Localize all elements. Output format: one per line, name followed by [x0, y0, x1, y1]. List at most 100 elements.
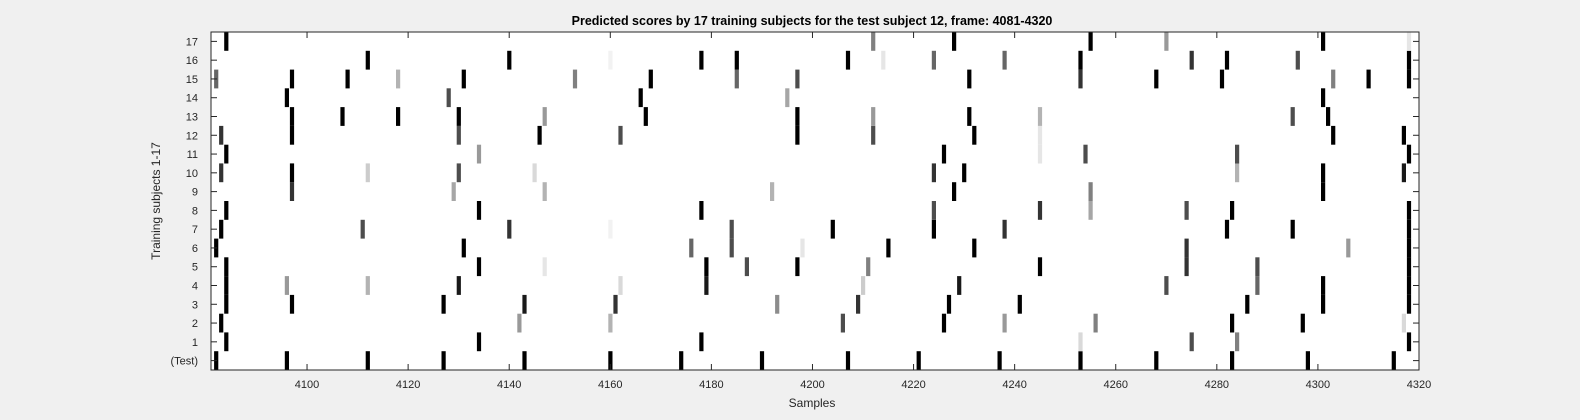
- heatmap-cell: [542, 257, 547, 277]
- heatmap-cell: [1321, 294, 1326, 314]
- heatmap-cell: [451, 182, 456, 201]
- heatmap-cell: [476, 257, 482, 277]
- heatmap-cell: [931, 201, 936, 220]
- y-tick-label: 2: [192, 318, 198, 330]
- heatmap-cell: [1230, 201, 1235, 220]
- heatmap-cell: [1235, 332, 1240, 352]
- y-tick-label: 14: [186, 93, 198, 105]
- heatmap-cell: [224, 144, 229, 164]
- heatmap-cell: [1017, 294, 1022, 314]
- x-tick-label: 4220: [901, 379, 925, 391]
- heatmap-cell: [608, 219, 613, 239]
- heatmap-cell: [1406, 332, 1412, 352]
- heatmap-cell: [775, 294, 780, 314]
- heatmap-cell: [845, 351, 851, 370]
- heatmap-cell: [618, 276, 623, 295]
- heatmap-cell: [1406, 219, 1412, 239]
- x-axis-ticks: 4100 4120 4140 4160 4180 4200 4220 4240 4260 4280…: [295, 32, 1431, 391]
- heatmap-cell: [522, 294, 527, 314]
- heatmap-cell: [638, 88, 643, 108]
- heatmap-cell: [1184, 257, 1189, 277]
- heatmap-cell: [1406, 32, 1412, 51]
- heatmap-cell: [800, 238, 805, 258]
- heatmap-cell: [840, 313, 845, 333]
- x-tick-label: 4260: [1103, 379, 1127, 391]
- heatmap-cell: [613, 294, 618, 314]
- heatmap-cell: [1078, 69, 1083, 89]
- heatmap-cell: [446, 88, 451, 108]
- heatmap-cell: [1037, 144, 1043, 164]
- heatmap-cell: [537, 125, 542, 145]
- heatmap-cell: [1184, 201, 1189, 220]
- heatmap-cell: [289, 163, 295, 183]
- heatmap-cell: [1321, 32, 1326, 51]
- heatmap-cell: [289, 69, 295, 89]
- heatmap-cell: [441, 294, 446, 314]
- x-tick-label: 4120: [396, 379, 420, 391]
- heatmap-cell: [461, 69, 466, 89]
- heatmap-cell: [1406, 294, 1412, 314]
- heatmap-cell: [396, 107, 401, 126]
- y-tick-label: 11: [187, 149, 198, 161]
- heatmap-cell: [224, 32, 229, 51]
- y-tick-label: 3: [192, 299, 198, 311]
- x-tick-label: 4280: [1205, 379, 1229, 391]
- heatmap-cell: [572, 69, 578, 89]
- heatmap-cell: [1154, 351, 1159, 370]
- heatmap-cell: [532, 163, 537, 183]
- heatmap-cell: [871, 32, 876, 51]
- heatmap-cell: [618, 125, 623, 145]
- heatmap-cell: [1002, 313, 1007, 333]
- heatmap-cell: [1093, 313, 1098, 333]
- heatmap-cell: [866, 257, 871, 277]
- heatmap-cell: [1189, 332, 1194, 352]
- plot-area: [211, 32, 1419, 370]
- heatmap-cell: [219, 219, 224, 239]
- y-tick-label: 17: [186, 36, 198, 48]
- heatmap-cell: [1401, 125, 1406, 145]
- heatmap-cell: [219, 163, 224, 183]
- heatmap-cell: [931, 50, 936, 70]
- heatmap-cell: [1305, 351, 1310, 370]
- x-tick-label: 4180: [699, 379, 723, 391]
- heatmap-cell: [699, 332, 704, 352]
- heatmap-cell: [1037, 257, 1043, 277]
- heatmap-cell: [1083, 144, 1088, 164]
- heatmap-cell: [1331, 69, 1336, 89]
- heatmap-cell: [1245, 294, 1250, 314]
- heatmap-cell: [360, 219, 365, 239]
- heatmap-cell: [608, 50, 613, 70]
- heatmap-cell: [365, 50, 370, 70]
- heatmap-cell: [1346, 238, 1351, 258]
- x-tick-label: 4240: [1002, 379, 1026, 391]
- heatmap-cell: [830, 219, 835, 239]
- heatmap-cell: [1295, 50, 1300, 70]
- heatmap-cell: [1088, 32, 1093, 51]
- heatmap-cell: [441, 351, 446, 370]
- heatmap-cell: [517, 313, 522, 333]
- heatmap-cell: [1154, 69, 1159, 89]
- heatmap-cell: [952, 182, 957, 201]
- heatmap-cell: [456, 276, 461, 295]
- heatmap-cell: [365, 276, 370, 295]
- heatmap-cell: [648, 69, 653, 89]
- heatmap-cell: [941, 313, 947, 333]
- x-axis-label: Samples: [789, 396, 836, 410]
- heatmap-cell: [704, 257, 709, 277]
- y-tick-label: 4: [192, 281, 198, 293]
- heatmap-cell: [1189, 50, 1194, 70]
- heatmap-cell: [219, 313, 224, 333]
- heatmap-cell: [1224, 219, 1230, 239]
- heatmap-cell: [845, 50, 851, 70]
- heatmap-cell: [941, 144, 947, 164]
- y-axis-label: Training subjects 1-17: [149, 142, 163, 260]
- heatmap-cell: [931, 163, 936, 183]
- heatmap-cell: [1002, 219, 1007, 239]
- y-tick-label: 16: [186, 55, 198, 67]
- heatmap-cell: [522, 351, 527, 370]
- heatmap-cell: [729, 219, 734, 239]
- heatmap-cell: [972, 238, 977, 258]
- x-tick-label: 4200: [800, 379, 824, 391]
- heatmap-cell: [744, 257, 749, 277]
- heatmap-cell: [456, 107, 461, 126]
